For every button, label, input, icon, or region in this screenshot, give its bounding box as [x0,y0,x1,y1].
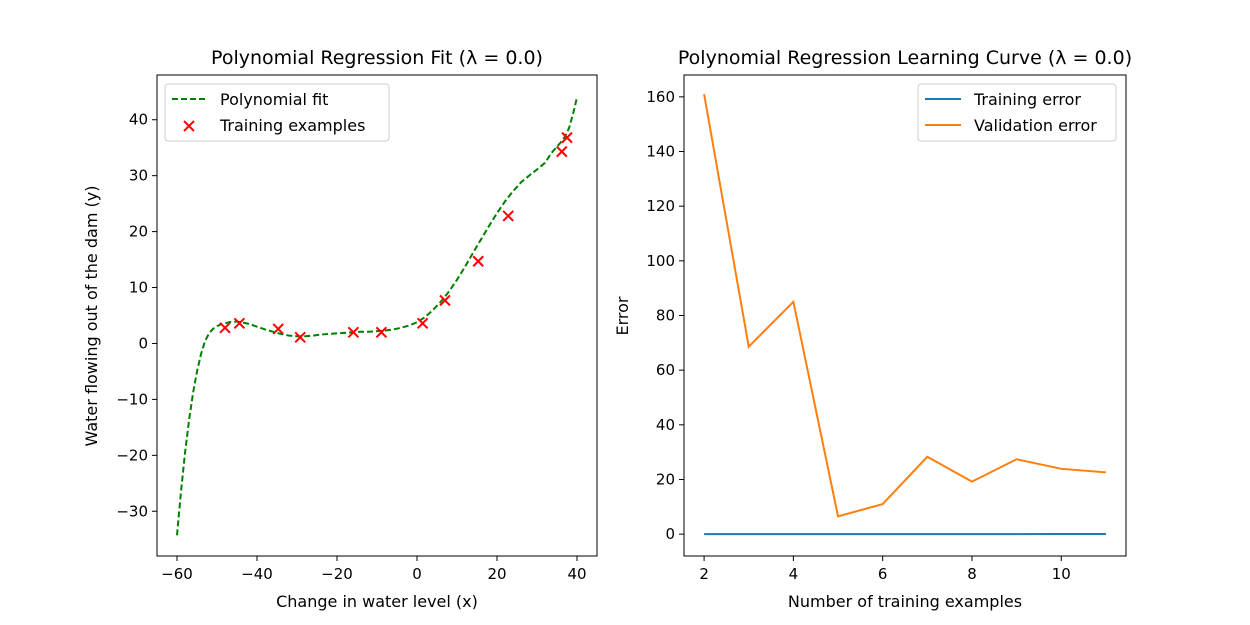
right-y-tick-label: 160 [646,88,675,106]
left-y-axis-label: Water flowing out of the dam (y) [82,186,101,447]
training-example-point [375,326,388,338]
right-y-tick-label: 80 [656,307,675,325]
left-y-tick-label: 0 [138,334,148,352]
left-x-tick-label: 0 [412,565,422,583]
legend-fit-label: Polynomial fit [220,90,328,109]
left-y-tick-label: −30 [116,502,148,520]
left-y-tick-label: 20 [129,223,148,241]
right-y-tick-label: 40 [656,416,675,434]
left-x-tick-label: −20 [321,565,353,583]
right-plot-area [703,93,1106,536]
right-chart-title: Polynomial Regression Learning Curve (λ … [678,47,1132,69]
right-x-tick-label: 8 [967,565,977,583]
left-x-axis-label: Change in water level (x) [276,592,478,611]
training-example-point [233,317,246,330]
right-y-tick-label: 120 [646,197,675,215]
left-y-tick-label: 30 [129,167,148,185]
training-example-point [294,331,306,344]
training-example-point [439,294,451,307]
training-example-point [416,317,429,330]
right-legend-box [917,83,1117,142]
left-plot-frame [156,74,598,557]
left-y-tick-label: 40 [129,111,148,129]
training-example-point [272,323,284,335]
left-y-tick-label: 10 [129,279,148,297]
training-example-point [219,322,231,334]
right-y-tick-label: 20 [656,470,675,488]
left-legend-box [164,83,390,142]
training-example-point [472,255,484,267]
training-example-point [347,326,360,338]
validation-error-line [703,93,1106,518]
left-axis-ticks: −60 −40 −20 0 20 40 −30 −20 −10 0 10 20 30 40 [116,111,586,583]
learning-curve-chart: Polynomial Regression Learning Curve (λ … [613,47,1132,611]
left-y-tick-label: −10 [116,390,148,408]
right-y-tick-label: 60 [656,361,675,379]
right-y-tick-label: 100 [646,252,675,270]
legend-val-label: Validation error [974,116,1097,135]
legend-training-swatch [183,120,195,132]
right-x-tick-label: 10 [1052,565,1071,583]
polynomial-fit-line [176,97,578,536]
right-x-tick-label: 6 [878,565,888,583]
right-y-tick-label: 140 [646,143,675,161]
left-y-tick-label: −20 [116,446,148,464]
right-x-tick-label: 2 [699,565,709,583]
right-x-tick-label: 4 [789,565,799,583]
training-example-point [556,145,568,158]
left-chart-title: Polynomial Regression Fit (λ = 0.0) [211,47,543,69]
legend-train-label: Training error [973,90,1081,109]
left-x-tick-label: −60 [161,565,193,583]
legend-training-label: Training examples [219,116,365,135]
training-example-point [561,131,573,144]
left-x-tick-label: 40 [567,565,586,583]
left-x-tick-label: 20 [487,565,506,583]
left-plot-area [176,97,578,536]
left-legend: Polynomial fit Training examples [164,83,390,142]
right-legend: Training error Validation error [917,83,1117,142]
training-example-point [502,210,514,222]
polynomial-fit-chart: Polynomial Regression Fit (λ = 0.0) Chan… [82,47,598,611]
right-y-tick-label: 0 [665,525,675,543]
left-x-tick-label: −40 [241,565,273,583]
right-y-axis-label: Error [613,296,632,335]
right-x-axis-label: Number of training examples [788,592,1022,611]
